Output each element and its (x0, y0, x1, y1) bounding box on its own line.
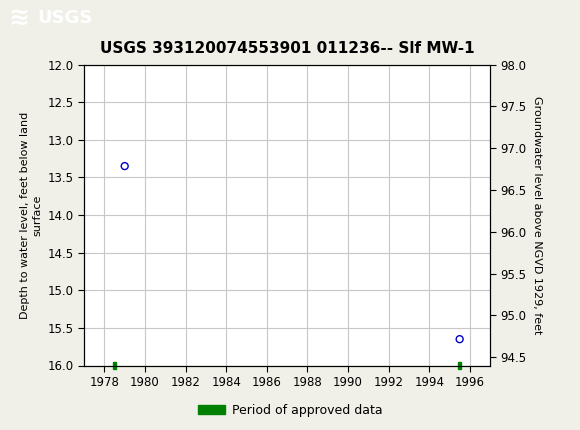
Bar (458, 362, 462, 369)
Text: USGS: USGS (38, 9, 93, 27)
Point (120, 163, 129, 169)
Point (455, 336, 464, 343)
Legend: Period of approved data: Period of approved data (193, 399, 387, 421)
Bar (113, 362, 117, 369)
Title: USGS 393120074553901 011236-- Slf MW-1: USGS 393120074553901 011236-- Slf MW-1 (100, 41, 474, 56)
Text: ≋: ≋ (9, 6, 30, 30)
Y-axis label: Groundwater level above NGVD 1929, feet: Groundwater level above NGVD 1929, feet (532, 96, 542, 334)
Y-axis label: Depth to water level, feet below land
surface: Depth to water level, feet below land su… (20, 111, 42, 319)
